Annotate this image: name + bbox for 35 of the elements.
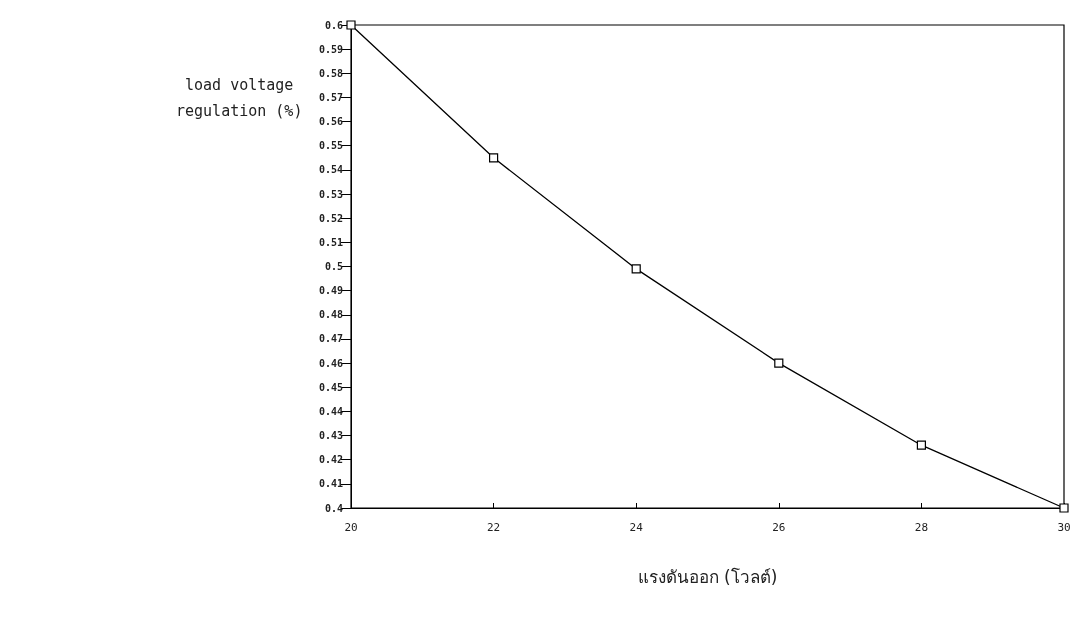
y-tick-label: 0.52 bbox=[318, 212, 343, 224]
x-tick-label: 30 bbox=[1057, 521, 1071, 534]
x-tick-label: 28 bbox=[914, 521, 929, 534]
y-tick-label: 0.4 bbox=[324, 502, 343, 514]
y-tick-label: 0.51 bbox=[318, 236, 343, 248]
point bbox=[631, 264, 641, 274]
y-tick-label: 0.48 bbox=[318, 309, 343, 321]
y-tick-label: 0.57 bbox=[318, 91, 343, 103]
x-tick-label: 20 bbox=[344, 521, 358, 534]
y-tick-label: 0.5 bbox=[324, 261, 343, 272]
y-tick-label: 0.56 bbox=[318, 116, 343, 128]
x-tick-label: 24 bbox=[629, 521, 644, 534]
point bbox=[346, 20, 356, 30]
x-axis-title: แรงดันออก (โวลต์) bbox=[637, 566, 778, 587]
y-tick-label: 0.43 bbox=[318, 430, 343, 442]
x-tick-label: 26 bbox=[772, 521, 786, 534]
point bbox=[489, 153, 499, 163]
y-tick-label: 0.41 bbox=[318, 478, 343, 490]
y-tick-label: 0.46 bbox=[318, 357, 343, 369]
y-tick-label: 0.49 bbox=[318, 285, 343, 297]
y-tick-label: 0.59 bbox=[318, 43, 343, 55]
point bbox=[916, 440, 926, 450]
y-tick-label: 0.58 bbox=[318, 67, 343, 79]
y-tick-label: 0.42 bbox=[318, 454, 343, 466]
y-tick-label: 0.54 bbox=[318, 164, 343, 176]
y-tick-label: 0.47 bbox=[318, 333, 343, 345]
y-tick-label: 0.44 bbox=[318, 405, 343, 417]
y-tick-label: 0.6 bbox=[324, 19, 343, 31]
point bbox=[1059, 503, 1069, 513]
y-tick-label: 0.45 bbox=[318, 381, 343, 393]
y-axis-title: load voltage regulation (%) bbox=[176, 76, 303, 120]
point bbox=[774, 358, 784, 368]
y-tick-label: 0.53 bbox=[318, 188, 343, 200]
x-tick-label: 22 bbox=[486, 521, 501, 534]
y-tick-label: 0.55 bbox=[318, 140, 343, 152]
